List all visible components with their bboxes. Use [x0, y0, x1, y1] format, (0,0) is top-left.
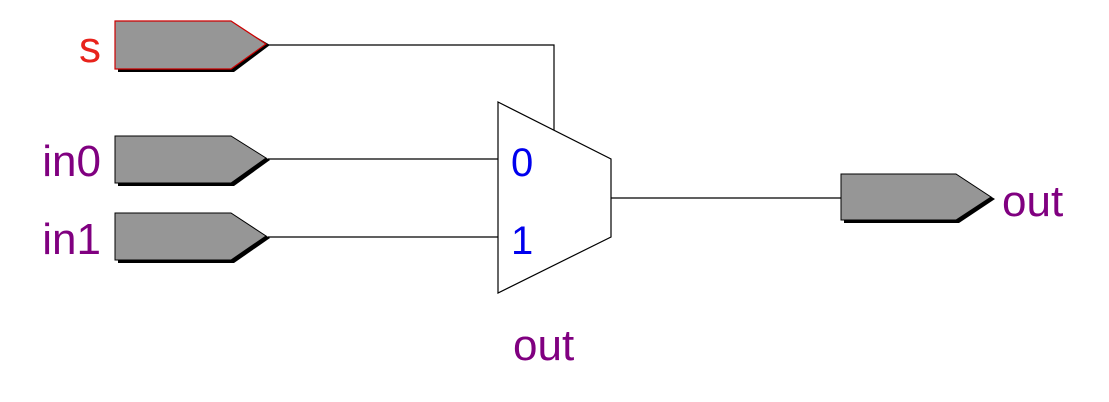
multiplexer[interactable]: 0 1 out	[497, 101, 612, 370]
mux-input-0-label: 0	[511, 141, 533, 185]
port-in1-shape	[114, 212, 267, 261]
port-in0[interactable]: in0	[42, 135, 270, 186]
port-s-label: s	[79, 23, 101, 72]
mux-input-1-label: 1	[511, 219, 533, 263]
port-out[interactable]: out	[840, 173, 1063, 226]
port-s[interactable]: s	[79, 20, 270, 72]
wires	[268, 44, 842, 238]
port-in0-shape	[114, 135, 267, 184]
port-out-shape	[840, 173, 992, 221]
port-in0-label: in0	[42, 137, 101, 186]
port-in1-label: in1	[42, 215, 101, 264]
mux-instance-label: out	[513, 321, 574, 370]
port-out-label: out	[1002, 177, 1063, 226]
select-wire[interactable]	[268, 44, 555, 131]
multiplexer-trapezoid-icon	[497, 101, 612, 294]
port-s-shape	[114, 20, 268, 70]
port-in1[interactable]: in1	[42, 212, 270, 264]
